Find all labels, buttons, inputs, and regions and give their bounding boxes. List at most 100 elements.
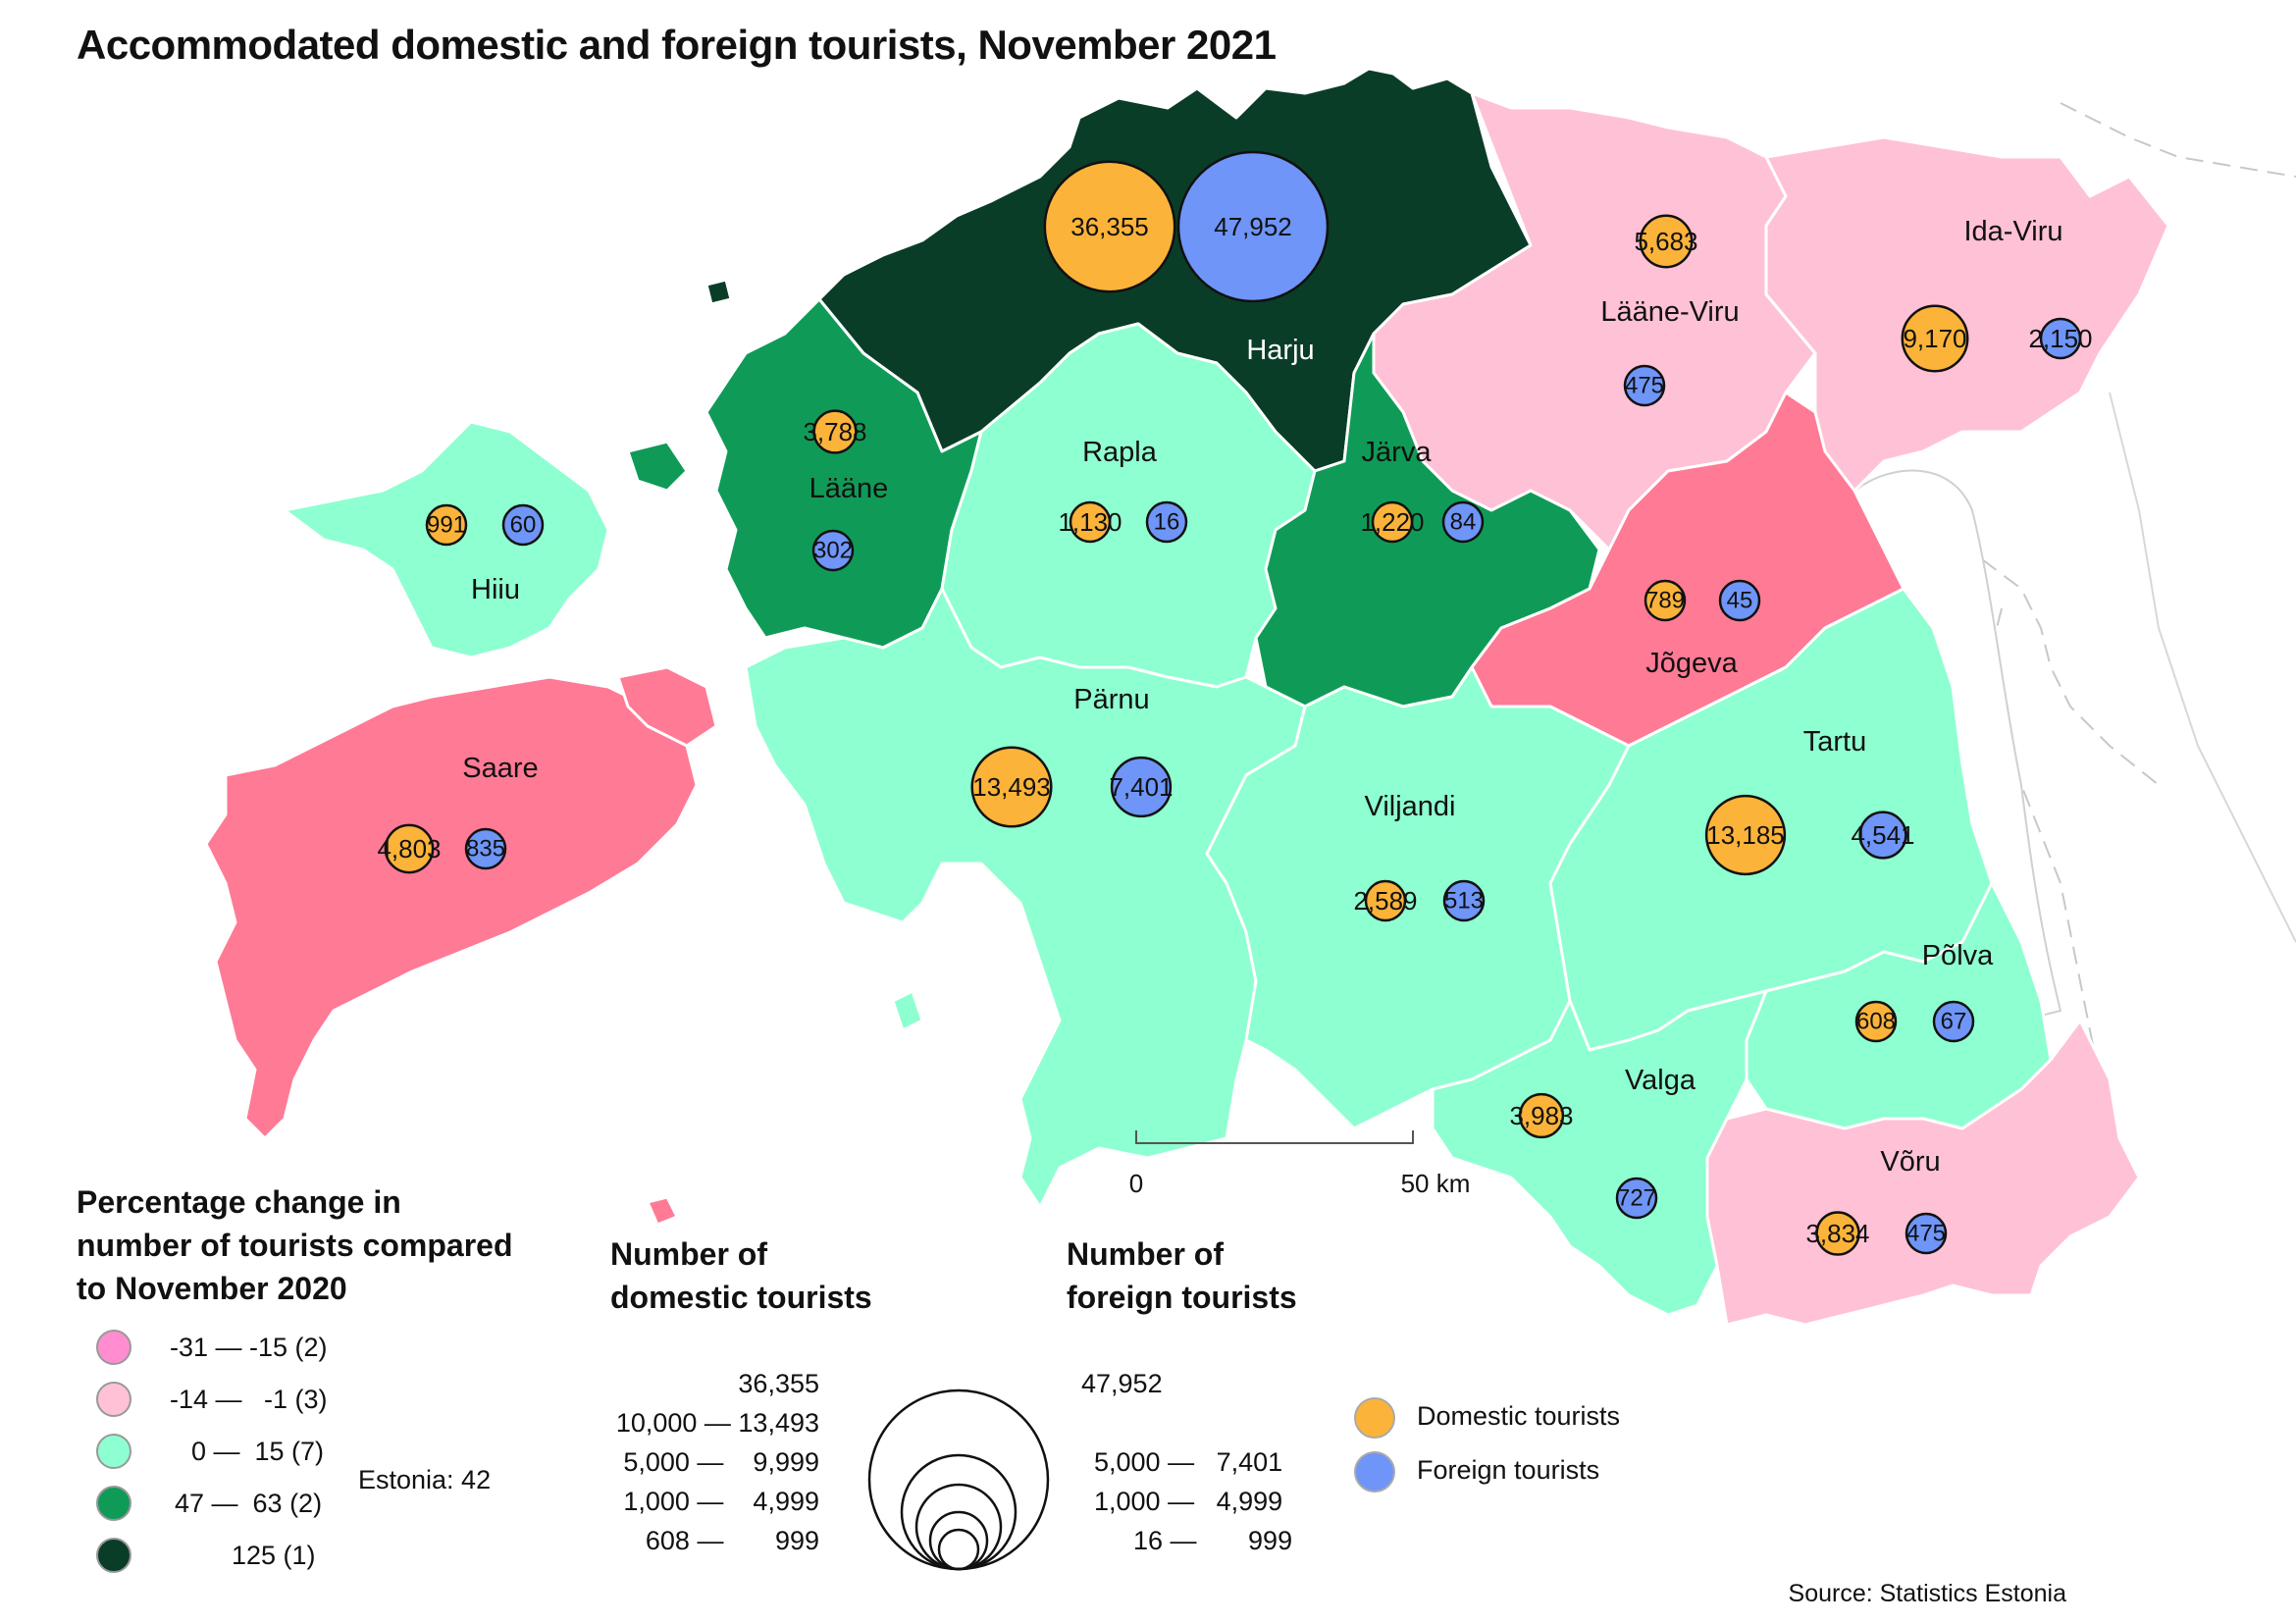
island-ruhnu: [646, 1195, 679, 1227]
change-class-2: -14 — -1 (3): [170, 1385, 328, 1414]
domestic-value-hiiu: 991: [427, 512, 466, 539]
domestic-value-valga: 3,983: [1509, 1101, 1573, 1130]
region-label-tartu: Tartu: [1803, 726, 1866, 758]
foreign-bubble-põlva: [1932, 1000, 1975, 1043]
foreign-value-järva: 84: [1450, 509, 1477, 536]
map-title: Accommodated domestic and foreign touris…: [77, 22, 1277, 68]
region-parnu[interactable]: [744, 587, 1307, 1209]
foreign-bubble-rapla: [1145, 500, 1188, 544]
coast-line: [2109, 392, 2296, 943]
region-label-viljandi: Viljandi: [1365, 791, 1456, 822]
size-circle-1: [867, 1388, 1050, 1571]
domestic-bubble-lääne-viru: [1639, 214, 1694, 269]
region-label-järva: Järva: [1362, 437, 1433, 468]
island-naissaar: [704, 278, 733, 306]
domestic-bubble-lääne: [812, 409, 858, 454]
domestic-bubble-pärnu: [970, 746, 1053, 828]
foreign-bubble-hiiu: [501, 503, 545, 547]
scale-end: 50 km: [1401, 1169, 1471, 1198]
domestic-bubble-rapla: [1069, 500, 1112, 544]
foreign-type-swatch: [1354, 1451, 1395, 1493]
domestic-legend-title: Number of domestic tourists: [610, 1232, 872, 1319]
domestic-size-5: 608 — 999: [645, 1526, 819, 1555]
domestic-bubble-jõgeva: [1644, 579, 1687, 622]
region-label-pärnu: Pärnu: [1073, 684, 1149, 715]
region-label-jõgeva: Jõgeva: [1645, 648, 1738, 679]
foreign-bubble-viljandi: [1442, 879, 1486, 922]
foreign-bubble-pärnu: [1110, 756, 1173, 818]
region-saare[interactable]: [204, 675, 699, 1140]
domestic-size-2: 10,000 — 13,493: [615, 1408, 819, 1438]
domestic-size-1: 36,355: [738, 1369, 819, 1398]
change-class-4: 47 — 63 (2): [175, 1489, 323, 1518]
region-label-saare: Saare: [462, 753, 538, 784]
domestic-bubble-tartu: [1704, 794, 1787, 876]
bubble-layer: 36,355 47,952 5,683 475 9,170 2,150 3,788 302 1,…: [377, 150, 2093, 1256]
change-swatch-1: [96, 1330, 131, 1365]
domestic-value-saare: 4,803: [377, 834, 441, 864]
foreign-bubble-lääne: [811, 529, 855, 572]
size-circle-3: [914, 1483, 1003, 1571]
domestic-size-3: 5,000 — 9,999: [623, 1447, 819, 1477]
region-voru[interactable]: [1705, 1019, 2141, 1327]
change-class-1: -31 — -15 (2): [170, 1333, 328, 1362]
change-legend-title-line3: to November 2020: [77, 1271, 347, 1306]
domestic-value-järva: 1,220: [1360, 507, 1424, 537]
foreign-value-põlva: 67: [1941, 1009, 1967, 1035]
foreign-value-viljandi: 513: [1444, 888, 1484, 915]
island-kihnu: [891, 989, 924, 1032]
size-circle-4: [928, 1510, 989, 1571]
domestic-value-lääne-viru: 5,683: [1634, 227, 1697, 256]
domestic-type-swatch: [1354, 1397, 1395, 1439]
foreign-value-tartu: 4,541: [1851, 820, 1914, 850]
foreign-bubble-valga: [1615, 1177, 1658, 1220]
region-ida-viru[interactable]: [1764, 135, 2170, 493]
change-swatch-3: [96, 1434, 131, 1469]
domestic-value-jõgeva: 789: [1645, 588, 1685, 614]
island-vormsi: [626, 440, 689, 493]
foreign-size-2: 5,000 — 7,401: [1094, 1447, 1283, 1477]
foreign-value-lääne-viru: 475: [1625, 373, 1664, 399]
domestic-bubble-põlva: [1854, 1000, 1898, 1043]
domestic-value-lääne: 3,788: [803, 417, 866, 446]
foreign-bubble-harju: [1176, 150, 1330, 303]
domestic-bubble-ida-viru: [1901, 304, 1969, 373]
foreign-bubble-jõgeva: [1718, 579, 1761, 622]
foreign-value-pärnu: 7,401: [1109, 772, 1173, 802]
foreign-value-jõgeva: 45: [1727, 588, 1753, 614]
change-swatch-4: [96, 1486, 131, 1521]
region-label-põlva: Põlva: [1922, 940, 1994, 971]
domestic-value-tartu: 13,185: [1706, 820, 1785, 850]
border-line: [1980, 102, 2296, 1139]
region-label-ida-viru: Ida-Viru: [1963, 216, 2062, 247]
foreign-value-hiiu: 60: [510, 512, 537, 539]
foreign-value-rapla: 16: [1154, 509, 1180, 536]
foreign-legend-title: Number of foreign tourists: [1067, 1232, 1297, 1319]
domestic-type-label: Domestic tourists: [1417, 1401, 1621, 1431]
region-label-layer: Harju Lääne-Viru Ida-Viru Lääne Rapla Järva Hi…: [462, 216, 2062, 1178]
estonia-total: Estonia: 42: [358, 1465, 492, 1494]
domestic-bubble-hiiu: [425, 503, 468, 547]
change-legend-title: Percentage change in number of tourists …: [77, 1180, 513, 1310]
domestic-size-4: 1,000 — 4,999: [623, 1487, 819, 1516]
scale-bar: 0 50 km: [1129, 1130, 1471, 1198]
region-saare-muhu: [616, 665, 718, 748]
foreign-bubble-tartu: [1858, 811, 1907, 860]
domestic-bubble-viljandi: [1364, 879, 1407, 922]
region-label-lääne-viru: Lääne-Viru: [1600, 296, 1739, 328]
domestic-value-harju: 36,355: [1070, 212, 1149, 241]
domestic-bubble-järva: [1371, 500, 1414, 544]
foreign-value-võru: 475: [1906, 1221, 1946, 1247]
foreign-value-lääne: 302: [813, 538, 853, 564]
domestic-bubble-võru: [1815, 1211, 1860, 1256]
foreign-bubble-lääne-viru: [1623, 364, 1666, 407]
domestic-value-põlva: 608: [1856, 1009, 1896, 1035]
foreign-size-4: 16 — 999: [1133, 1526, 1293, 1555]
foreign-bubble-võru: [1905, 1212, 1948, 1255]
foreign-type-label: Foreign tourists: [1417, 1455, 1600, 1485]
source-note: Source: Statistics Estonia: [1788, 1580, 2066, 1607]
foreign-legend-title-line1: Number of: [1067, 1236, 1224, 1272]
foreign-bubble-järva: [1441, 500, 1485, 544]
domestic-value-viljandi: 2,589: [1353, 886, 1417, 916]
